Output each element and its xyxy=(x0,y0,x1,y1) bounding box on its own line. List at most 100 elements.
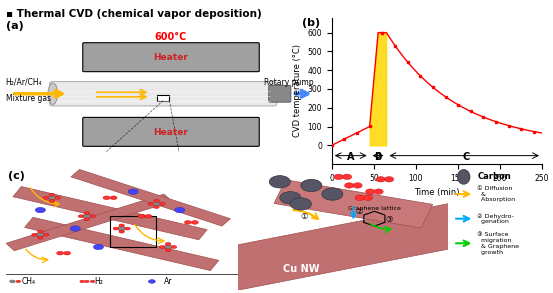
Circle shape xyxy=(355,195,364,200)
Bar xyxy=(157,95,169,100)
Circle shape xyxy=(113,227,119,230)
Circle shape xyxy=(171,246,177,248)
Circle shape xyxy=(80,280,85,283)
Circle shape xyxy=(159,246,165,248)
Circle shape xyxy=(376,177,385,182)
Circle shape xyxy=(48,195,56,200)
Circle shape xyxy=(43,233,49,236)
Text: Rotary pump: Rotary pump xyxy=(264,78,314,87)
Circle shape xyxy=(119,224,124,227)
Text: ① Diffusion
  &
  Absorption: ① Diffusion & Absorption xyxy=(477,186,515,202)
Circle shape xyxy=(290,198,311,210)
Text: Mixture gas: Mixture gas xyxy=(6,94,51,103)
Circle shape xyxy=(152,202,161,206)
Text: ①: ① xyxy=(301,212,309,221)
Circle shape xyxy=(154,199,159,202)
Circle shape xyxy=(78,215,84,218)
Circle shape xyxy=(191,221,199,224)
Circle shape xyxy=(154,205,159,209)
FancyBboxPatch shape xyxy=(83,117,259,146)
Circle shape xyxy=(84,212,90,215)
Circle shape xyxy=(84,218,90,221)
Text: ▪ Thermal CVD (chemical vapor deposition): ▪ Thermal CVD (chemical vapor deposition… xyxy=(6,9,261,19)
X-axis label: Time (min): Time (min) xyxy=(414,188,460,197)
Circle shape xyxy=(55,196,61,199)
Text: A: A xyxy=(347,152,354,162)
Text: Heater: Heater xyxy=(154,128,189,137)
Circle shape xyxy=(38,230,43,233)
Circle shape xyxy=(35,207,45,213)
Text: B: B xyxy=(374,152,382,162)
Circle shape xyxy=(124,227,131,230)
Circle shape xyxy=(366,189,375,194)
Circle shape xyxy=(138,214,145,218)
Circle shape xyxy=(10,280,15,283)
Circle shape xyxy=(117,226,126,231)
Polygon shape xyxy=(6,194,172,251)
Circle shape xyxy=(103,196,110,200)
Circle shape xyxy=(148,202,154,205)
Circle shape xyxy=(280,192,301,204)
Circle shape xyxy=(145,214,152,218)
Circle shape xyxy=(159,202,165,205)
Text: ② Dehydro-
  genation: ② Dehydro- genation xyxy=(477,213,514,224)
Text: Graphene lattice: Graphene lattice xyxy=(348,206,401,211)
Circle shape xyxy=(301,179,322,192)
Circle shape xyxy=(353,183,362,188)
Circle shape xyxy=(49,193,55,196)
Circle shape xyxy=(175,207,185,213)
Circle shape xyxy=(128,189,138,194)
FancyBboxPatch shape xyxy=(269,85,291,102)
Circle shape xyxy=(374,189,383,194)
Text: (b): (b) xyxy=(302,18,321,28)
Circle shape xyxy=(363,195,373,200)
Circle shape xyxy=(64,251,71,255)
FancyBboxPatch shape xyxy=(50,81,276,106)
Text: Cu NW: Cu NW xyxy=(283,264,319,274)
Text: ③ Surface
  migration
  & Graphene
  growth: ③ Surface migration & Graphene growth xyxy=(477,232,519,255)
Text: H₂/Ar/CH₄: H₂/Ar/CH₄ xyxy=(6,78,42,87)
Circle shape xyxy=(457,169,470,184)
Text: 600°C: 600°C xyxy=(155,33,187,42)
Circle shape xyxy=(165,248,171,252)
Text: Ar: Ar xyxy=(164,277,173,286)
Circle shape xyxy=(165,242,171,246)
Circle shape xyxy=(36,232,45,237)
Circle shape xyxy=(38,236,43,239)
Polygon shape xyxy=(274,180,432,228)
Circle shape xyxy=(16,280,20,283)
Y-axis label: CVD temperature (°C): CVD temperature (°C) xyxy=(293,44,302,137)
Bar xyxy=(110,216,156,247)
Polygon shape xyxy=(24,217,219,270)
Circle shape xyxy=(384,177,394,182)
Text: CH₄: CH₄ xyxy=(22,277,36,286)
Circle shape xyxy=(164,245,173,249)
FancyBboxPatch shape xyxy=(83,43,259,72)
Circle shape xyxy=(110,196,117,200)
Text: ②: ② xyxy=(356,207,363,216)
Text: ③: ③ xyxy=(385,215,393,224)
Text: H₂: H₂ xyxy=(94,277,103,286)
Circle shape xyxy=(85,280,89,283)
Circle shape xyxy=(43,196,49,199)
Text: (a): (a) xyxy=(6,21,23,31)
Circle shape xyxy=(322,188,343,200)
Circle shape xyxy=(56,251,64,255)
Circle shape xyxy=(93,244,103,250)
Ellipse shape xyxy=(48,83,58,104)
Text: (c): (c) xyxy=(8,171,25,181)
Polygon shape xyxy=(13,187,207,240)
Text: C: C xyxy=(463,152,470,162)
Circle shape xyxy=(345,183,354,188)
Circle shape xyxy=(119,230,124,233)
Circle shape xyxy=(90,215,96,218)
Circle shape xyxy=(90,280,95,283)
Circle shape xyxy=(184,221,191,224)
Circle shape xyxy=(70,226,80,231)
Circle shape xyxy=(342,174,352,180)
Polygon shape xyxy=(71,169,231,226)
Text: Carbon: Carbon xyxy=(477,172,511,181)
Circle shape xyxy=(269,176,290,188)
Text: Heater: Heater xyxy=(154,53,189,62)
Polygon shape xyxy=(205,202,481,292)
